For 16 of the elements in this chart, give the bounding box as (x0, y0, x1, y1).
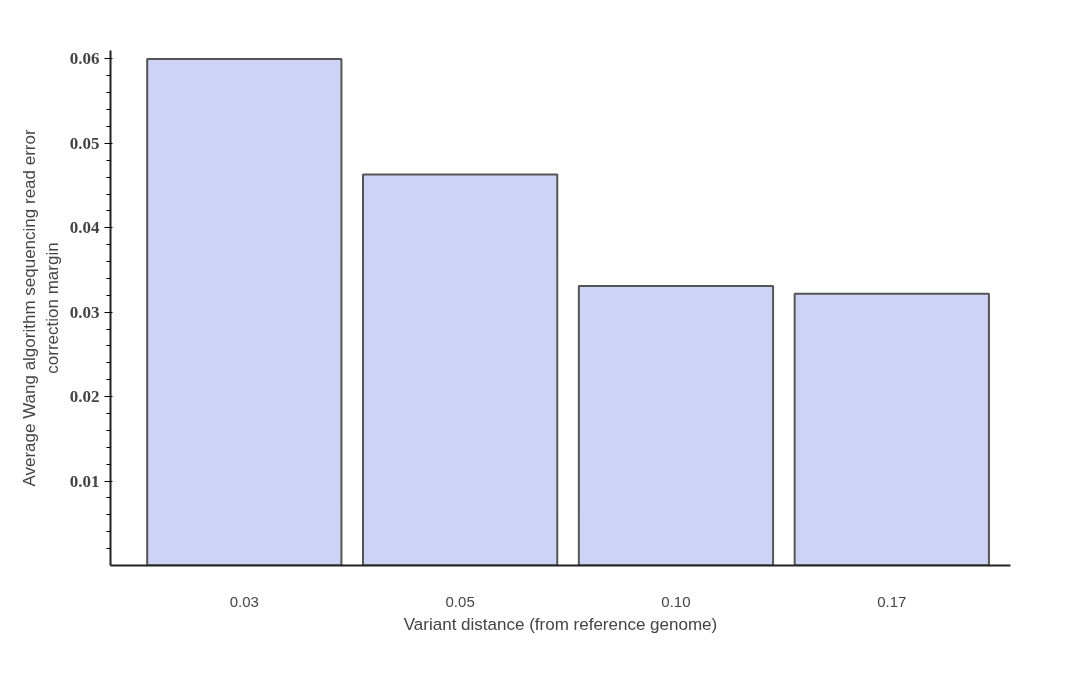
bar (577, 285, 775, 566)
y-tick-label: 0.05 (69, 133, 100, 153)
bar (146, 57, 343, 566)
bar (362, 173, 559, 566)
y-axis-title: Average Wang algorithm sequencing read error correction margin (19, 129, 62, 487)
x-tick-label: 0.05 (445, 592, 475, 610)
y-tick-label: 0.06 (69, 49, 100, 69)
bar (793, 292, 990, 566)
y-tick-label: 0.01 (69, 471, 100, 491)
x-axis-title: Variant distance (from reference genome) (403, 614, 718, 634)
y-tick-label: 0.02 (69, 387, 100, 407)
x-tick-label: 0.10 (661, 592, 691, 610)
x-tick-label: 0.17 (877, 592, 907, 610)
y-tick-label: 0.03 (69, 302, 100, 322)
x-tick-label: 0.03 (229, 592, 259, 610)
y-tick-label: 0.04 (69, 218, 100, 238)
